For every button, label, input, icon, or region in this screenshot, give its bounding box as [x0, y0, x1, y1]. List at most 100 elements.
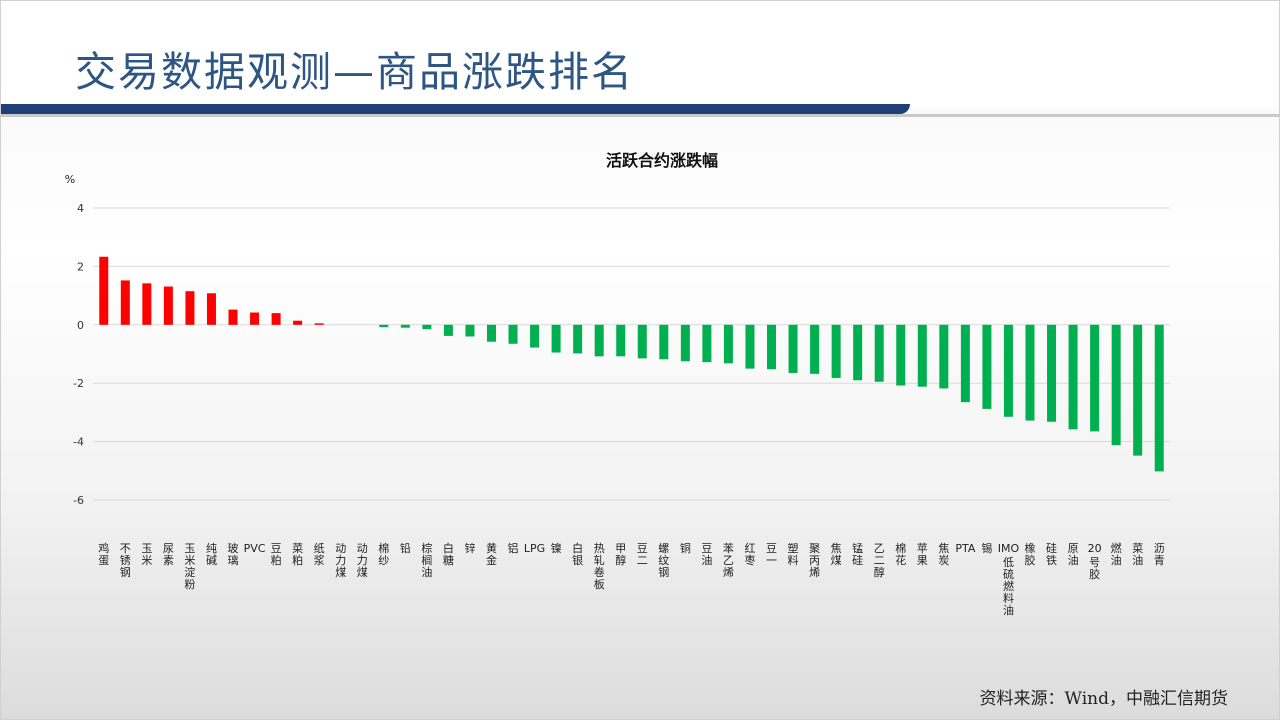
bar	[853, 324, 863, 381]
bar	[616, 324, 626, 357]
bar	[1090, 324, 1100, 432]
bar	[831, 324, 841, 378]
x-tick-label: 棕榈油	[421, 541, 432, 579]
x-tick-label: 锡	[981, 541, 992, 555]
x-tick-label: 焦煤	[831, 542, 842, 567]
bar	[142, 283, 152, 325]
bar	[443, 324, 453, 336]
x-tick-label: 铅	[400, 541, 411, 555]
x-tick-label: 玉米淀粉	[184, 542, 195, 591]
x-tick-label: PTA	[955, 542, 975, 555]
x-tick-label: 乙二醇	[874, 542, 885, 579]
bar	[228, 309, 238, 325]
x-tick-label: 豆二	[637, 542, 648, 567]
x-tick-label: 黄金	[486, 541, 497, 567]
x-tick-label: 焦炭	[938, 542, 949, 567]
x-tick-label: 塑料	[788, 541, 799, 567]
header-divider	[0, 114, 1280, 117]
x-tick-label: 鸡蛋	[98, 541, 109, 567]
x-tick-label: 豆粕	[271, 542, 282, 567]
x-tick-label: 白糖	[443, 541, 454, 567]
bar	[723, 324, 733, 364]
bar	[788, 324, 798, 373]
x-tick-label: 玻璃	[228, 542, 239, 567]
bar	[767, 324, 777, 370]
x-tick-label: 动力煤	[335, 542, 346, 579]
bar	[1068, 324, 1078, 430]
x-tick-label: 镍	[551, 541, 562, 555]
bar	[379, 324, 389, 328]
x-tick-label: 铜	[680, 541, 691, 555]
bar	[206, 293, 216, 325]
x-tick-label: 玉米	[141, 542, 152, 567]
bar	[637, 324, 647, 359]
bar	[530, 324, 540, 348]
bar	[120, 280, 130, 325]
x-tick-label: PVC	[244, 542, 266, 555]
x-tick-label: 铝	[508, 541, 519, 555]
bar	[702, 324, 712, 363]
bar	[1003, 324, 1013, 417]
bar	[1025, 324, 1035, 421]
x-tick-label: 棉纱	[378, 541, 389, 567]
y-axis-unit: %	[65, 173, 75, 186]
x-tick-label: IMO 低硫燃料油	[998, 542, 1020, 617]
bar	[508, 324, 518, 344]
bar	[271, 313, 281, 325]
x-tick-label: 沥青	[1154, 542, 1165, 567]
x-tick-label: 白银	[572, 541, 583, 567]
y-tick-label: -4	[73, 436, 84, 449]
x-tick-label: 苯乙烯	[723, 541, 734, 579]
bar	[314, 323, 324, 325]
y-tick-label: 2	[77, 260, 84, 273]
x-tick-label: 锰硅	[852, 541, 863, 567]
x-tick-label: 纸浆	[314, 542, 325, 567]
source-note: 资料来源：Wind，中融汇信期货	[979, 689, 1228, 709]
chart-title: 活跃合约涨跌幅	[606, 151, 718, 170]
header-band	[0, 0, 1280, 108]
bars	[99, 256, 1164, 472]
y-tick-label: 4	[77, 202, 84, 215]
x-tick-label: LPG	[524, 542, 545, 555]
bar	[1133, 324, 1143, 456]
bar	[99, 256, 109, 325]
bar	[896, 324, 906, 386]
bar	[1111, 324, 1121, 446]
x-tick-label: 燃油	[1111, 541, 1122, 567]
bar	[810, 324, 820, 374]
x-tick-label: 20 号胶	[1088, 542, 1102, 581]
bar	[594, 324, 604, 357]
page-title: 交易数据观测—商品涨跌排名	[75, 48, 634, 96]
bar	[982, 324, 992, 409]
x-tick-label: 聚丙烯	[809, 542, 820, 579]
x-tick-label: 锌	[464, 541, 475, 555]
bar	[1154, 324, 1164, 472]
bar	[400, 324, 410, 328]
x-tick-label: 热轧卷板	[594, 542, 605, 591]
x-tick-label: 硅铁	[1046, 542, 1057, 567]
bar	[250, 312, 260, 325]
x-tick-label: 尿素	[163, 542, 174, 567]
bar	[486, 324, 496, 342]
bar	[939, 324, 949, 389]
bar	[573, 324, 583, 354]
x-tick-label: 橡胶	[1024, 542, 1035, 567]
bar	[185, 291, 195, 325]
bar	[874, 324, 884, 382]
bar	[422, 324, 432, 330]
x-tick-label: 苹果	[917, 541, 928, 567]
y-tick-label: -2	[73, 377, 84, 390]
bar	[659, 324, 669, 360]
x-tick-label: 动力煤	[357, 542, 368, 579]
x-tick-label: 螺纹钢	[658, 542, 669, 579]
bar	[917, 324, 927, 387]
x-tick-label: 原油	[1068, 542, 1079, 567]
header-accent-bar	[0, 104, 910, 114]
y-tick-label: 0	[77, 319, 84, 332]
bar	[551, 324, 561, 353]
y-axis-ticks: 4 2 0 -2 -4 -6	[73, 202, 84, 507]
bar	[293, 320, 303, 325]
x-tick-label: 豆一	[766, 542, 777, 567]
